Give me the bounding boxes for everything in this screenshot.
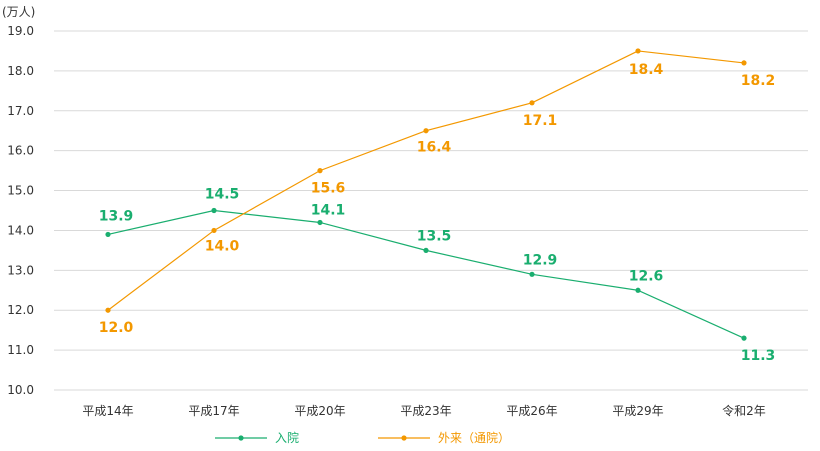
data-point: [105, 231, 111, 238]
y-tick-label: 14.0: [7, 223, 34, 237]
x-tick-label: 平成29年: [612, 404, 663, 418]
x-tick-label: 平成17年: [188, 404, 239, 418]
data-point: [105, 307, 111, 313]
x-tick-label: 平成23年: [400, 404, 451, 418]
data-point: [317, 219, 323, 226]
data-point: [529, 100, 535, 106]
y-tick-label: 15.0: [7, 184, 34, 198]
data-label: 18.4: [629, 62, 664, 78]
y-tick-label: 16.0: [7, 144, 34, 158]
y-tick-label: 11.0: [7, 343, 34, 357]
data-label: 17.1: [523, 113, 558, 129]
x-tick-label: 令和2年: [722, 403, 766, 418]
data-point: [211, 227, 217, 234]
data-label: 13.9: [99, 208, 134, 224]
x-tick-label: 平成14年: [82, 404, 133, 418]
data-label: 11.3: [741, 348, 776, 364]
data-point: [317, 168, 323, 174]
legend: 入院 外来（通院）: [215, 431, 510, 445]
y-tick-label: 13.0: [7, 263, 34, 277]
data-point: [211, 207, 217, 214]
x-axis-ticks: 平成14年 平成17年 平成20年 平成23年 平成26年 平成29年 令和2年: [82, 403, 765, 418]
data-label: 14.5: [205, 187, 240, 203]
data-point: [423, 247, 429, 253]
data-point: [635, 287, 641, 293]
data-label: 18.2: [741, 73, 776, 89]
data-label: 14.1: [311, 202, 346, 218]
data-point: [741, 335, 747, 341]
data-labels: 13.9 14.5 14.1 13.5 12.9 12.6 11.3 12.0 14.0 15.6…: [99, 62, 776, 364]
data-point: [635, 48, 641, 54]
y-tick-label: 17.0: [7, 104, 34, 118]
data-label: 12.0: [99, 320, 134, 336]
data-label: 15.6: [311, 181, 346, 197]
series-group: [105, 48, 747, 341]
y-tick-label: 19.0: [7, 24, 34, 38]
y-axis-unit-label: (万人): [2, 5, 35, 19]
legend-marker: [238, 435, 244, 441]
data-label: 12.6: [629, 268, 664, 284]
y-tick-label: 18.0: [7, 64, 34, 78]
x-tick-label: 平成26年: [506, 404, 557, 418]
grid-lines: [54, 30, 808, 391]
data-point: [529, 271, 535, 277]
data-label: 13.5: [417, 228, 452, 244]
y-tick-label: 10.0: [7, 383, 34, 397]
legend-marker: [401, 435, 407, 441]
data-point: [423, 128, 429, 134]
data-label: 16.4: [417, 140, 452, 156]
y-axis-ticks: 10.0 11.0 12.0 13.0 14.0 15.0 16.0 17.0 18.0 19.0: [7, 24, 34, 397]
data-label: 12.9: [523, 252, 558, 268]
data-point: [741, 60, 747, 66]
data-label: 14.0: [205, 238, 240, 254]
legend-label: 外来（通院）: [438, 431, 510, 445]
y-tick-label: 12.0: [7, 303, 34, 317]
x-tick-label: 平成20年: [294, 404, 345, 418]
legend-label: 入院: [275, 431, 299, 445]
